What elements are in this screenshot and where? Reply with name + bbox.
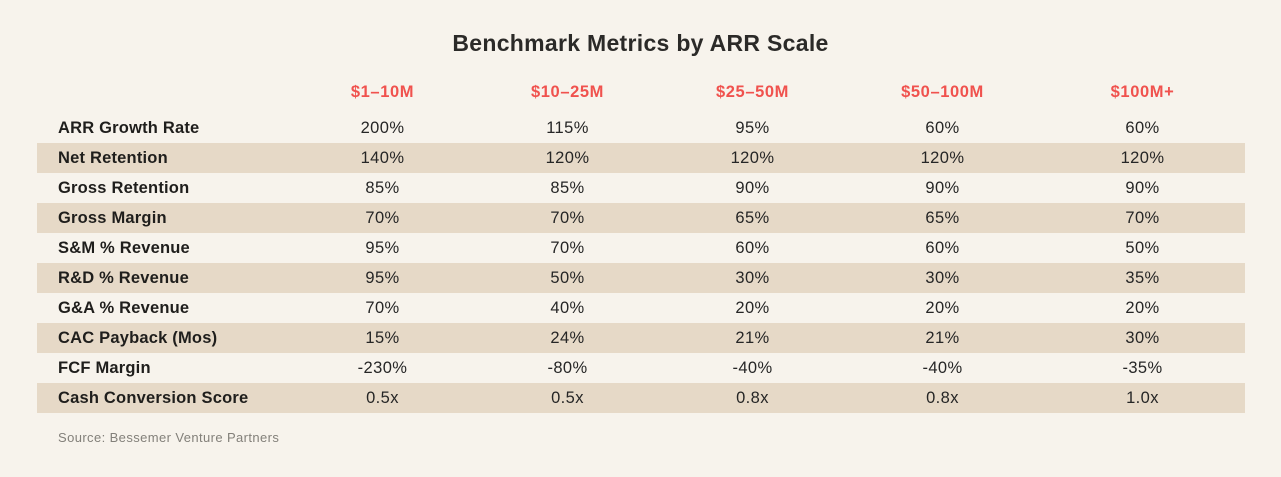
table-row: R&D % Revenue 95% 50% 30% 30% 35% — [37, 263, 1245, 293]
metric-label: Gross Margin — [58, 208, 167, 227]
metric-value: 70% — [365, 208, 400, 227]
metric-value: 21% — [735, 328, 770, 347]
metric-column-header-blank — [37, 57, 290, 113]
metric-value: 0.8x — [926, 388, 959, 407]
table-row: ARR Growth Rate 200% 115% 95% 60% 60% — [37, 113, 1245, 143]
metric-label: Net Retention — [58, 148, 168, 167]
column-header: $1–10M — [350, 82, 415, 101]
metric-value: 15% — [365, 328, 400, 347]
table-row: Net Retention 140% 120% 120% 120% 120% — [37, 143, 1245, 173]
metric-label: Cash Conversion Score — [58, 388, 249, 407]
table-row: FCF Margin -230% -80% -40% -40% -35% — [37, 353, 1245, 383]
metric-value: 1.0x — [1126, 388, 1159, 407]
column-header: $10–25M — [530, 82, 604, 101]
column-header: $50–100M — [901, 82, 984, 101]
table-row: CAC Payback (Mos) 15% 24% 21% 21% 30% — [37, 323, 1245, 353]
metric-value: 120% — [920, 148, 965, 167]
page-title: Benchmark Metrics by ARR Scale — [452, 30, 829, 56]
metric-value: 0.5x — [366, 388, 399, 407]
metric-value: 140% — [360, 148, 405, 167]
metric-value: 90% — [1125, 178, 1160, 197]
metric-label: FCF Margin — [58, 358, 151, 377]
table-row: G&A % Revenue 70% 40% 20% 20% 20% — [37, 293, 1245, 323]
metric-value: 70% — [550, 238, 585, 257]
metric-value: 50% — [550, 268, 585, 287]
table-body: ARR Growth Rate 200% 115% 95% 60% 60% Net Rete… — [37, 113, 1245, 413]
metric-value: 65% — [735, 208, 770, 227]
metric-label: S&M % Revenue — [58, 238, 190, 257]
metric-value: 115% — [546, 118, 589, 137]
metric-value: 65% — [925, 208, 960, 227]
metric-value: 50% — [1125, 238, 1160, 257]
metric-value: 30% — [735, 268, 770, 287]
metric-value: 0.8x — [736, 388, 769, 407]
metric-label: ARR Growth Rate — [58, 118, 200, 137]
metric-value: 70% — [1125, 208, 1160, 227]
metric-label: CAC Payback (Mos) — [58, 328, 218, 347]
benchmark-table: $1–10M $10–25M $25–50M $50–100M $100M+ ARR G… — [37, 57, 1245, 413]
metric-value: 120% — [730, 148, 775, 167]
metric-value: 70% — [550, 208, 585, 227]
header-row: $1–10M $10–25M $25–50M $50–100M $100M+ — [37, 57, 1245, 113]
metric-value: 60% — [925, 238, 960, 257]
metric-value: 20% — [735, 298, 770, 317]
metric-value: 70% — [365, 298, 400, 317]
column-header: $100M+ — [1110, 82, 1175, 101]
metric-label: R&D % Revenue — [58, 268, 189, 287]
metric-value: 60% — [735, 238, 770, 257]
metric-value: 95% — [735, 118, 770, 137]
table-row: Gross Retention 85% 85% 90% 90% 90% — [37, 173, 1245, 203]
metric-value: 30% — [1125, 328, 1160, 347]
metric-value: 90% — [925, 178, 960, 197]
metric-value: -80% — [547, 358, 588, 377]
metric-value: 95% — [365, 268, 400, 287]
metric-value: 40% — [550, 298, 585, 317]
source-note: Source: Bessemer Venture Partners — [58, 430, 280, 445]
metric-value: 20% — [1125, 298, 1160, 317]
metric-value: 95% — [365, 238, 400, 257]
metric-value: 85% — [550, 178, 585, 197]
metric-value: 90% — [735, 178, 770, 197]
column-header: $25–50M — [715, 82, 789, 101]
metric-value: -230% — [357, 358, 408, 377]
metric-value: -35% — [1122, 358, 1163, 377]
metric-value: -40% — [732, 358, 773, 377]
metric-value: 120% — [1120, 148, 1165, 167]
metric-value: 24% — [550, 328, 585, 347]
table-row: Gross Margin 70% 70% 65% 65% 70% — [37, 203, 1245, 233]
metric-value: 60% — [1125, 118, 1160, 137]
metric-value: 85% — [365, 178, 400, 197]
table-row: S&M % Revenue 95% 70% 60% 60% 50% — [37, 233, 1245, 263]
metric-value: 30% — [925, 268, 960, 287]
metric-label: G&A % Revenue — [58, 298, 190, 317]
metric-value: 120% — [545, 148, 590, 167]
metric-value: 20% — [925, 298, 960, 317]
metric-value: -40% — [922, 358, 963, 377]
metric-value: 35% — [1125, 268, 1160, 287]
metric-label: Gross Retention — [58, 178, 190, 197]
metric-value: 60% — [925, 118, 960, 137]
metric-value: 200% — [360, 118, 405, 137]
table-row: Cash Conversion Score 0.5x 0.5x 0.8x 0.8x 1.0… — [37, 383, 1245, 413]
metric-value: 21% — [925, 328, 960, 347]
metric-value: 0.5x — [551, 388, 584, 407]
